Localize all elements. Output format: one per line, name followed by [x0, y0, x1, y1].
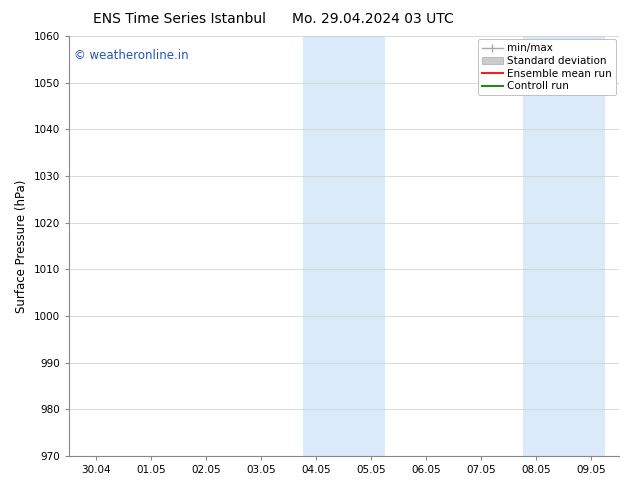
- Text: © weatheronline.in: © weatheronline.in: [74, 49, 189, 62]
- Text: Mo. 29.04.2024 03 UTC: Mo. 29.04.2024 03 UTC: [292, 12, 453, 26]
- Bar: [302, 36, 385, 456]
- Y-axis label: Surface Pressure (hPa): Surface Pressure (hPa): [15, 179, 28, 313]
- Bar: [522, 36, 605, 456]
- Legend: min/max, Standard deviation, Ensemble mean run, Controll run: min/max, Standard deviation, Ensemble me…: [478, 39, 616, 96]
- Text: ENS Time Series Istanbul: ENS Time Series Istanbul: [93, 12, 266, 26]
